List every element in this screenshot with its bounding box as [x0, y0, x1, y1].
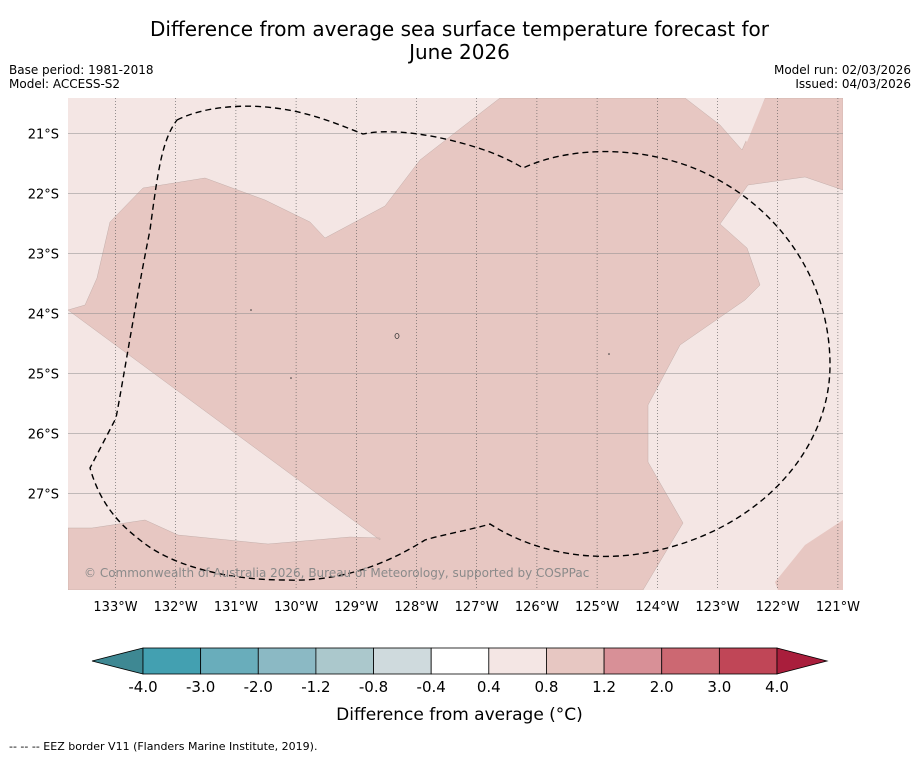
- colorbar-tick-labels: -4.0 -3.0 -2.0 -1.2 -0.8 -0.4 0.4 0.8 1.2 2.0 3.0 4…: [128, 678, 789, 696]
- meta-left: Base period: 1981-2018 Model: ACCESS-S2: [9, 63, 154, 91]
- colorbar-segment: [430, 647, 490, 675]
- colorbar-tick-label: -0.4: [417, 678, 446, 696]
- colorbar-under-arrow: [91, 647, 144, 675]
- colorbar-tick-label: 2.0: [650, 678, 674, 696]
- base-period: Base period: 1981-2018: [9, 63, 154, 77]
- colorbar-segment: [142, 647, 202, 675]
- colorbar-tick-label: 1.2: [592, 678, 616, 696]
- lon-tick-label: 123°W: [695, 600, 739, 615]
- colorbar-segment: [257, 647, 317, 675]
- colorbar-label: Difference from average (°C): [0, 705, 919, 725]
- colorbar-segment: [315, 647, 374, 675]
- lon-tick-label: 127°W: [455, 600, 499, 615]
- colorbar-tick-label: 4.0: [765, 678, 789, 696]
- lat-tick-label: 23°S: [28, 248, 59, 263]
- colorbar-segment: [603, 647, 663, 675]
- lon-tick-label: 122°W: [756, 600, 800, 615]
- lon-tick-label: 130°W: [274, 600, 318, 615]
- colorbar-tick-label: -2.0: [244, 678, 273, 696]
- lat-tick-label: 24°S: [28, 308, 59, 323]
- chart-title: Difference from average sea surface temp…: [0, 18, 919, 64]
- lon-tick-label: 133°W: [93, 600, 137, 615]
- island-marker: [250, 309, 252, 311]
- graticule: [68, 98, 843, 590]
- longitude-labels: 133°W 132°W 131°W 130°W 129°W 128°W 127°W 126°W…: [93, 600, 860, 615]
- colorbar-label-text: Difference from average (°C): [336, 705, 583, 725]
- colorbar-segment: [200, 647, 259, 675]
- lat-tick-label: 22°S: [28, 188, 59, 203]
- eez-border: [89, 105, 831, 581]
- colorbar-segment: [661, 647, 720, 675]
- title-line-1: Difference from average sea surface temp…: [149, 17, 769, 41]
- anomaly-region-main: [68, 98, 843, 590]
- colorbar-tick-label: 3.0: [707, 678, 731, 696]
- colorbar-over-arrow: [776, 647, 829, 675]
- colorbar-segment: [546, 647, 605, 675]
- colorbar-tick-label: -4.0: [128, 678, 157, 696]
- title-line-2: June 2026: [409, 40, 510, 64]
- lon-tick-label: 121°W: [816, 600, 860, 615]
- anomaly-region-southeast: [775, 520, 843, 590]
- lon-tick-label: 132°W: [154, 600, 198, 615]
- copyright-text: © Commonwealth of Australia 2026, Bureau…: [84, 566, 589, 580]
- colorbar-tick-label: 0.4: [477, 678, 501, 696]
- colorbar-tick-label: 0.8: [535, 678, 559, 696]
- lat-tick-label: 25°S: [28, 368, 59, 383]
- lon-tick-label: 128°W: [394, 600, 438, 615]
- model-name: Model: ACCESS-S2: [9, 77, 121, 91]
- meta-right: Model run: 02/03/2026 Issued: 04/03/2026: [774, 63, 911, 91]
- lon-tick-label: 126°W: [515, 600, 559, 615]
- lat-tick-label: 27°S: [28, 488, 59, 503]
- lat-tick-label: 21°S: [28, 128, 59, 143]
- colorbar: [91, 647, 829, 675]
- footnote: -- -- -- EEZ border V11 (Flanders Marine…: [9, 740, 318, 753]
- model-run: Model run: 02/03/2026: [773, 63, 911, 77]
- anomaly-region-light-top: [712, 98, 765, 142]
- lon-tick-label: 131°W: [214, 600, 258, 615]
- island-marker: [290, 377, 292, 379]
- colorbar-segment: [718, 647, 778, 675]
- island-marker: [608, 353, 610, 355]
- colorbar-segment: [373, 647, 432, 675]
- island-markers: [250, 309, 610, 379]
- lon-tick-label: 125°W: [575, 600, 619, 615]
- colorbar-segment: [488, 647, 547, 675]
- colorbar-tick-label: -1.2: [301, 678, 330, 696]
- colorbar-tick-label: -3.0: [186, 678, 215, 696]
- island-marker: [394, 333, 400, 339]
- colorbar-tick-label: -0.8: [359, 678, 388, 696]
- lat-tick-label: 26°S: [28, 428, 59, 443]
- lon-tick-label: 129°W: [334, 600, 378, 615]
- issued-date: Issued: 04/03/2026: [795, 77, 911, 91]
- map-figure: © Commonwealth of Australia 2026, Bureau…: [28, 98, 860, 696]
- latitude-labels: 21°S 22°S 23°S 24°S 25°S 26°S 27°S: [28, 128, 59, 503]
- lon-tick-label: 124°W: [635, 600, 679, 615]
